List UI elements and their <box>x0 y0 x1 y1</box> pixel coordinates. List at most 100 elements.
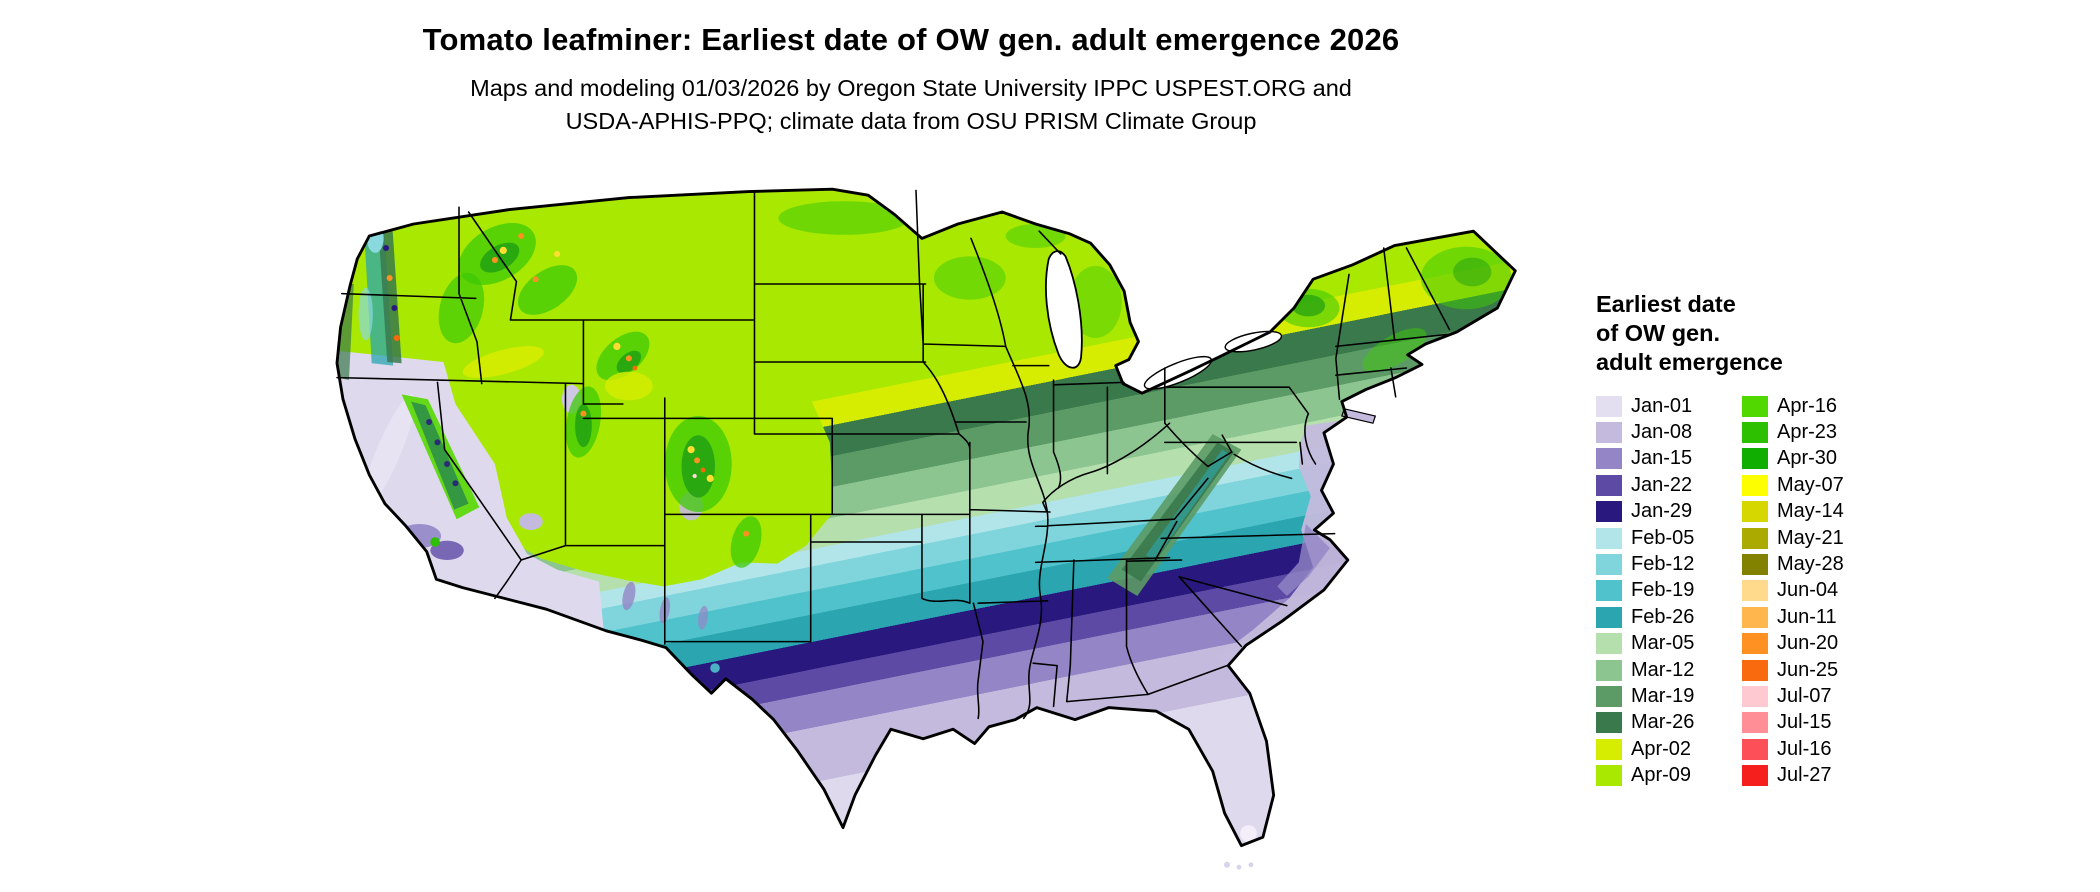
snake-river-plain <box>462 346 544 378</box>
legend-label: Feb-12 <box>1631 553 1695 576</box>
legend-entry: Jan-22 <box>1596 472 1742 498</box>
legend-entry: Apr-23 <box>1742 419 1844 445</box>
south-florida-tip <box>1240 825 1257 842</box>
legend-label: Jun-25 <box>1777 658 1839 681</box>
legend-swatch <box>1742 474 1768 496</box>
legend-entry: Feb-12 <box>1596 551 1742 577</box>
legend-columns: Jan-01 Jan-08 Jan-15 Jan-22 Jan-29 Feb-05 Feb-… <box>1596 393 2076 789</box>
legend-title-line-1: Earliest date <box>1596 291 1736 317</box>
legend-entry: Apr-02 <box>1596 736 1742 762</box>
idaho-ranges <box>438 272 485 344</box>
legend-entry: Jan-01 <box>1596 393 1742 419</box>
legend-label: Jan-15 <box>1631 447 1693 470</box>
legend-entry: Jun-20 <box>1742 631 1844 657</box>
legend-entry: Jun-25 <box>1742 657 1844 683</box>
coastal-plain-purple <box>1277 524 1330 596</box>
legend-swatch <box>1596 738 1622 760</box>
legend-label: May-14 <box>1777 500 1844 523</box>
legend-label: Feb-19 <box>1631 579 1695 602</box>
legend-swatch <box>1596 712 1622 734</box>
header: Tomato leafminer: Earliest date of OW ge… <box>0 22 1822 138</box>
subtitle-line-1: Maps and modeling 01/03/2026 by Oregon S… <box>470 75 1352 101</box>
legend-swatch <box>1742 527 1768 549</box>
legend-label: Mar-12 <box>1631 658 1695 681</box>
legend-label: Apr-09 <box>1631 764 1692 787</box>
davis-mountains <box>710 663 720 673</box>
sierra-peak <box>426 419 433 425</box>
legend-entry: Mar-19 <box>1596 683 1742 709</box>
legend-title-line-3: adult emergence <box>1596 349 1783 375</box>
sangre-de-cristo <box>730 516 762 568</box>
legend-swatch <box>1742 580 1768 602</box>
maine-core <box>1453 257 1492 287</box>
legend-label: Jan-08 <box>1631 421 1693 444</box>
legend-swatch <box>1742 659 1768 681</box>
legend-entry: Jul-15 <box>1742 710 1844 736</box>
legend-label: Mar-19 <box>1631 684 1695 707</box>
legend-label: Jun-11 <box>1777 605 1837 628</box>
legend-entry: Jan-08 <box>1596 419 1742 445</box>
state-borders <box>336 189 1451 720</box>
legend-swatch <box>1596 606 1622 628</box>
legend-swatch <box>1742 685 1768 707</box>
legend-label: May-21 <box>1777 526 1844 549</box>
north-wisconsin-green <box>933 256 1006 300</box>
subtitle-line-2: USDA-APHIS-PPQ; climate data from OSU PR… <box>565 108 1257 134</box>
legend-swatch <box>1742 765 1768 787</box>
legend-entry: Jun-11 <box>1742 604 1844 630</box>
legend-swatch <box>1596 633 1622 655</box>
legend-label: Apr-30 <box>1777 447 1838 470</box>
legend-title-line-2: of OW gen. <box>1596 320 1721 346</box>
legend: Earliest date of OW gen. adult emergence… <box>1596 290 2076 789</box>
legend-entry: Feb-26 <box>1596 604 1742 630</box>
map-fill-layers <box>336 189 1516 846</box>
legend-swatch <box>1596 527 1622 549</box>
legend-entry: Feb-05 <box>1596 525 1742 551</box>
basin-stripe <box>622 581 636 611</box>
north-dakota-green <box>778 201 910 235</box>
legend-label: Jun-20 <box>1777 632 1839 655</box>
legend-entry: Jan-15 <box>1596 446 1742 472</box>
legend-swatch <box>1742 422 1768 444</box>
legend-entry: May-14 <box>1742 499 1844 525</box>
lake-michigan <box>1045 250 1083 369</box>
legend-swatch <box>1742 501 1768 523</box>
alpine-speckles <box>491 233 750 537</box>
long-island <box>1341 408 1377 424</box>
us-map <box>270 164 1550 884</box>
legend-entry: Apr-30 <box>1742 446 1844 472</box>
legend-entry: Apr-09 <box>1596 762 1742 788</box>
legend-entry: Apr-16 <box>1742 393 1844 419</box>
legend-swatch <box>1742 712 1768 734</box>
us-map-svg <box>335 187 1517 870</box>
legend-swatch <box>1742 395 1768 417</box>
legend-label: May-07 <box>1777 473 1844 496</box>
legend-entry: Jul-16 <box>1742 736 1844 762</box>
legend-entry: Mar-05 <box>1596 631 1742 657</box>
legend-label: Feb-26 <box>1631 605 1695 628</box>
vegas-valley <box>518 513 543 530</box>
legend-entry: Jul-27 <box>1742 762 1844 788</box>
wyoming-basin <box>604 371 653 401</box>
legend-swatch <box>1596 554 1622 576</box>
appalachian-valley <box>1145 449 1230 560</box>
legend-label: Apr-02 <box>1631 737 1692 760</box>
page-title: Tomato leafminer: Earliest date of OW ge… <box>422 22 1400 57</box>
legend-label: Jul-27 <box>1777 764 1832 787</box>
socal-peak <box>430 537 440 547</box>
legend-column-2: Apr-16 Apr-23 Apr-30 May-07 May-14 May-21 May-… <box>1742 393 1844 789</box>
upper-peninsula-green <box>1005 224 1066 248</box>
page-subtitle: Maps and modeling 01/03/2026 by Oregon S… <box>0 72 1822 138</box>
legend-label: Mar-26 <box>1631 711 1695 734</box>
legend-entry: Mar-12 <box>1596 657 1742 683</box>
cascade-peak <box>383 245 390 251</box>
central-valley <box>361 394 416 510</box>
montana-ranges <box>517 265 578 315</box>
sierra-peak <box>452 480 459 487</box>
legend-swatch <box>1742 738 1768 760</box>
michigan-green <box>1069 266 1122 338</box>
atlantic-coastal-plain <box>1218 420 1356 668</box>
legend-entry: May-21 <box>1742 525 1844 551</box>
legend-label: Mar-05 <box>1631 632 1695 655</box>
